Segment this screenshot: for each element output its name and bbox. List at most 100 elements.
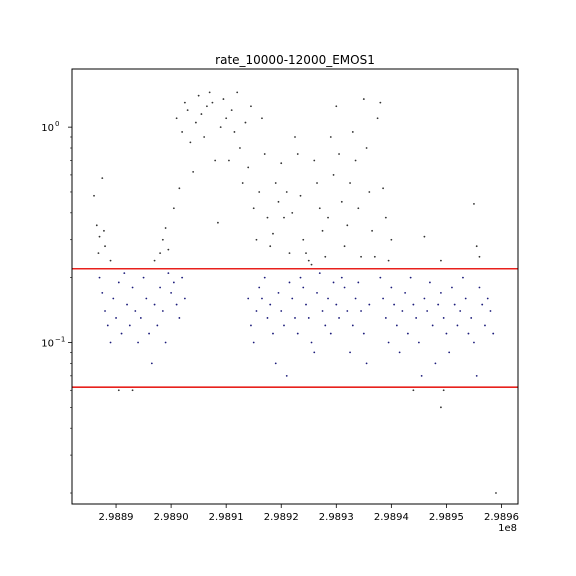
above-upper-point xyxy=(377,117,379,119)
between-thresholds-point xyxy=(437,304,439,306)
above-upper-point xyxy=(368,191,370,193)
above-upper-point xyxy=(206,105,208,107)
above-upper-point xyxy=(283,217,285,219)
between-thresholds-point xyxy=(154,304,156,306)
between-thresholds-point xyxy=(366,362,368,364)
above-upper-point xyxy=(223,98,225,100)
above-upper-point xyxy=(167,249,169,251)
above-upper-point xyxy=(286,191,288,193)
between-thresholds-point xyxy=(305,304,307,306)
above-upper-point xyxy=(236,91,238,93)
above-upper-point xyxy=(214,160,216,162)
between-thresholds-point xyxy=(126,304,128,306)
above-upper-point xyxy=(189,141,191,143)
between-thresholds-point xyxy=(327,298,329,300)
above-upper-point xyxy=(338,153,340,155)
between-thresholds-point xyxy=(110,342,112,344)
between-thresholds-point xyxy=(344,287,346,289)
above-upper-point xyxy=(374,256,376,258)
above-upper-point xyxy=(159,252,161,254)
above-upper-point xyxy=(258,191,260,193)
above-upper-point xyxy=(154,260,156,262)
above-upper-point xyxy=(96,224,98,226)
between-thresholds-point xyxy=(446,333,448,335)
between-thresholds-point xyxy=(319,272,321,274)
above-upper-point xyxy=(253,207,255,209)
between-thresholds-point xyxy=(291,298,293,300)
above-upper-point xyxy=(275,182,277,184)
between-thresholds-point xyxy=(294,317,296,319)
between-thresholds-point xyxy=(176,304,178,306)
above-upper-point xyxy=(162,239,164,241)
between-thresholds-point xyxy=(470,317,472,319)
between-thresholds-point xyxy=(302,287,304,289)
below-lower-point xyxy=(412,389,414,391)
between-thresholds-point xyxy=(360,310,362,312)
x-tick-label: 2.9889 xyxy=(99,512,134,523)
between-thresholds-point xyxy=(473,342,475,344)
above-upper-point xyxy=(363,98,365,100)
between-thresholds-point xyxy=(459,310,461,312)
above-upper-point xyxy=(291,212,293,214)
above-upper-point xyxy=(165,227,167,229)
above-upper-point xyxy=(476,245,478,247)
between-thresholds-point xyxy=(357,282,359,284)
above-upper-point xyxy=(333,174,335,176)
between-thresholds-point xyxy=(145,298,147,300)
between-thresholds-point xyxy=(173,282,175,284)
between-thresholds-point xyxy=(448,351,450,353)
above-upper-point xyxy=(250,105,252,107)
between-thresholds-point xyxy=(385,317,387,319)
x-tick-label: 2.9891 xyxy=(209,512,244,523)
above-upper-point xyxy=(355,160,357,162)
between-thresholds-point xyxy=(454,304,456,306)
between-thresholds-point xyxy=(390,287,392,289)
above-upper-point xyxy=(390,239,392,241)
above-upper-point xyxy=(181,131,183,133)
between-thresholds-point xyxy=(401,310,403,312)
between-thresholds-point xyxy=(424,298,426,300)
above-upper-point xyxy=(294,136,296,138)
y-tick-exponent: 0 xyxy=(55,120,59,128)
between-thresholds-point xyxy=(289,282,291,284)
above-upper-point xyxy=(308,260,310,262)
between-thresholds-point xyxy=(457,325,459,327)
between-thresholds-point xyxy=(330,333,332,335)
above-upper-point xyxy=(173,207,175,209)
x-tick-label: 2.9895 xyxy=(429,512,464,523)
above-upper-point xyxy=(322,230,324,232)
above-upper-point xyxy=(99,236,101,238)
y-tick-label: 10 xyxy=(41,338,54,349)
between-thresholds-point xyxy=(338,317,340,319)
between-thresholds-point xyxy=(253,342,255,344)
above-upper-point xyxy=(366,147,368,149)
below-lower-point xyxy=(118,389,120,391)
above-upper-point xyxy=(198,95,200,97)
above-upper-point xyxy=(192,171,194,173)
above-upper-point xyxy=(247,167,249,169)
between-thresholds-point xyxy=(278,292,280,294)
between-thresholds-point xyxy=(388,342,390,344)
between-thresholds-point xyxy=(341,277,343,279)
between-thresholds-point xyxy=(156,325,158,327)
between-thresholds-point xyxy=(132,287,134,289)
between-thresholds-point xyxy=(404,292,406,294)
between-thresholds-point xyxy=(379,277,381,279)
above-upper-point xyxy=(278,201,280,203)
x-tick-label: 2.9892 xyxy=(264,512,299,523)
between-thresholds-point xyxy=(134,310,136,312)
above-upper-point xyxy=(313,160,315,162)
above-upper-point xyxy=(220,126,222,128)
above-upper-point xyxy=(234,131,236,133)
between-thresholds-point xyxy=(112,298,114,300)
between-thresholds-point xyxy=(250,325,252,327)
between-thresholds-point xyxy=(148,333,150,335)
above-upper-point xyxy=(267,217,269,219)
above-upper-point xyxy=(103,230,105,232)
y-tick-label: 10 xyxy=(41,123,54,134)
between-thresholds-point xyxy=(421,375,423,377)
between-thresholds-point xyxy=(490,310,492,312)
between-thresholds-point xyxy=(283,325,285,327)
above-upper-point xyxy=(104,245,106,247)
above-upper-point xyxy=(176,117,178,119)
